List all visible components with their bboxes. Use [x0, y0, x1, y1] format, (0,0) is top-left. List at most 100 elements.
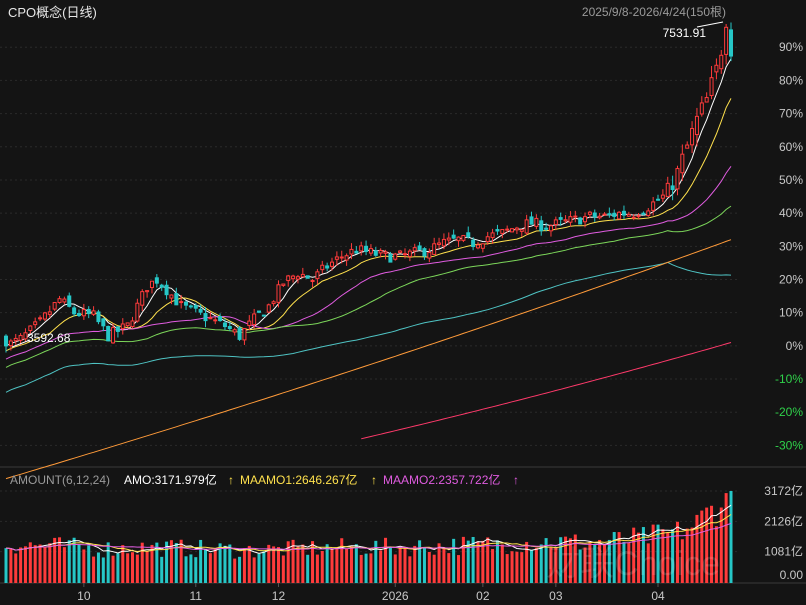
date-tick-label: 11: [190, 589, 203, 603]
volume-bar: [199, 539, 203, 583]
pct-tick-label: 80%: [779, 73, 803, 87]
candle-body: [519, 229, 524, 232]
volume-bar: [315, 554, 319, 583]
candle-body: [130, 320, 135, 328]
candle-body: [393, 253, 398, 260]
min-price-marker: 3592.68: [11, 331, 71, 348]
volume-bar: [247, 545, 251, 583]
volume-bar: [281, 555, 285, 583]
candle-body: [140, 291, 145, 306]
candle-body: [480, 243, 485, 249]
volume-bar: [320, 550, 324, 583]
candle-body: [417, 245, 422, 250]
volume-bar: [666, 532, 670, 583]
candle-body: [125, 322, 130, 327]
volume-bar: [578, 549, 582, 583]
candle-body: [111, 327, 116, 344]
volume-bar: [486, 537, 490, 583]
candle-body: [422, 248, 427, 257]
candle-body: [368, 248, 373, 254]
candle-body: [291, 275, 296, 280]
candle-body: [86, 308, 91, 315]
candle-body: [510, 228, 515, 233]
candle-body: [305, 275, 310, 279]
volume-bar: [520, 552, 524, 583]
pct-tick-label: 50%: [779, 173, 803, 187]
candle-body: [271, 301, 276, 305]
candle-body: [694, 115, 699, 136]
candle-body: [164, 284, 169, 296]
pct-tick-label: -10%: [775, 372, 803, 386]
volume-bar: [82, 549, 86, 583]
date-axis: 10 11 12 2026 02 03 04: [77, 583, 665, 603]
candle-body: [646, 210, 651, 217]
volume-bar: [38, 544, 42, 583]
candle-body: [471, 239, 476, 248]
volume-bar: [111, 555, 115, 583]
volume-bar: [398, 547, 402, 583]
candle-body: [524, 219, 529, 234]
volume-bar: [28, 542, 32, 583]
candle-body: [490, 232, 495, 239]
candle-body: [169, 294, 174, 299]
candle-body: [91, 310, 96, 315]
pct-tick-label: 90%: [779, 40, 803, 54]
candle-body: [558, 217, 563, 220]
volume-bar: [598, 539, 602, 583]
max-price-marker: 7531.91: [663, 21, 724, 40]
candle-body: [237, 327, 242, 340]
volume-bar: [135, 554, 139, 583]
date-tick-label: 04: [651, 589, 665, 603]
candle-body: [227, 326, 232, 330]
candle-body: [602, 213, 607, 216]
candle-body: [135, 302, 140, 322]
candle-body: [451, 234, 456, 239]
volume-tick-label: 3172亿: [764, 483, 803, 498]
volume-bar: [291, 539, 295, 583]
volume-bar: [179, 539, 183, 583]
volume-bar: [325, 544, 329, 583]
pct-tick-label: 70%: [779, 107, 803, 121]
volume-bar: [588, 541, 592, 583]
volume-bar: [627, 542, 631, 583]
candle-body: [364, 245, 369, 252]
volume-bar: [539, 544, 543, 583]
volume-bar: [500, 544, 504, 583]
volume-bar: [442, 547, 446, 583]
volume-bar: [491, 549, 495, 583]
candle-body: [699, 102, 704, 115]
candle-body: [18, 335, 23, 341]
candle-body: [120, 323, 125, 330]
candle-body: [378, 250, 383, 254]
volume-ma-lines: [5, 504, 732, 554]
volume-bar: [33, 545, 37, 583]
volume-bar: [101, 557, 105, 583]
ma-line-ma120: [5, 239, 732, 480]
candle-body: [208, 317, 213, 320]
volume-bar: [379, 550, 383, 583]
candle-body: [412, 247, 417, 252]
volume-bar: [515, 551, 519, 583]
candle-body: [402, 253, 408, 256]
volume-bar: [602, 543, 606, 583]
candle-body: [3, 335, 9, 347]
volume-tick-label: 2126亿: [764, 513, 803, 528]
candle-body: [670, 185, 675, 190]
volume-bar: [695, 514, 699, 583]
candle-body: [456, 236, 461, 242]
volume-bar: [719, 507, 723, 583]
candle-body: [145, 290, 150, 293]
candle-body: [257, 310, 262, 313]
volume-indicator-name: AMOUNT(6,12,24): [10, 473, 110, 487]
volume-bar: [169, 540, 173, 583]
ma-line-ma20: [5, 166, 732, 360]
volume-bar: [617, 532, 621, 583]
volume-bar: [257, 553, 261, 583]
candle-body: [33, 321, 38, 326]
candle-body: [232, 329, 237, 333]
candle-body: [42, 312, 47, 320]
volume-bar: [466, 540, 470, 583]
candle-body: [626, 213, 631, 217]
volume-bar: [724, 493, 728, 583]
volume-bar: [19, 547, 23, 583]
